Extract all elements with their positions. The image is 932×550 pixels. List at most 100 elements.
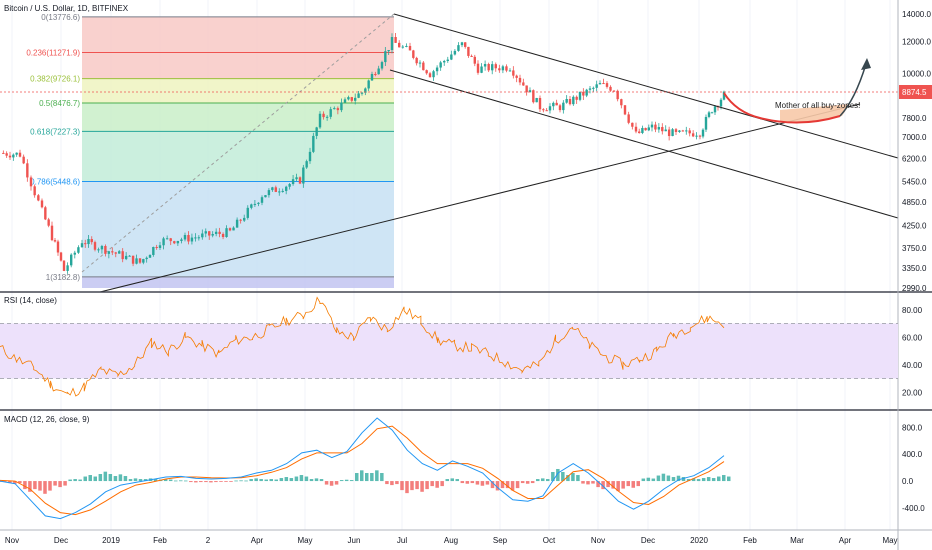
candle-body [661, 127, 664, 132]
macd-hist-bar [576, 475, 580, 482]
macd-hist-bar [83, 476, 87, 482]
candle-body [405, 45, 408, 47]
macd-hist-bar [309, 479, 314, 482]
candle-body [602, 83, 605, 85]
macd-hist-bar [520, 481, 525, 484]
candle-body [84, 243, 87, 245]
candle-body [260, 197, 264, 203]
macd-hist-bar [722, 475, 726, 482]
symbol-title: Bitcoin / U.S. Dollar, 1D, BITFINEX [4, 4, 129, 13]
long-support-line[interactable] [99, 103, 861, 293]
macd-hist-bar [274, 479, 278, 482]
candle-body [343, 99, 347, 103]
macd-hist-bar [541, 478, 545, 482]
macd-hist-bar [460, 481, 465, 484]
macd-hist-bar [239, 480, 243, 482]
rsi-title: RSI (14, close) [4, 296, 57, 305]
macd-hist-bar [108, 474, 113, 482]
fib-band-2 [82, 78, 394, 104]
candle-body [190, 237, 194, 242]
candle-body [374, 73, 377, 75]
macd-hist-bar [631, 481, 635, 488]
macd-hist-bar [380, 473, 384, 482]
annotation-text: Mother of all buy-zones! [775, 101, 860, 110]
candle-body [246, 207, 249, 218]
candle-body [243, 217, 246, 221]
channel-lower-line[interactable] [389, 69, 899, 219]
macd-hist-bar [123, 476, 128, 482]
macd-hist-bar [168, 479, 173, 482]
macd-hist-bar [385, 481, 389, 485]
candle-body [281, 190, 284, 192]
candle-body [145, 257, 148, 260]
macd-hist-bar [430, 481, 434, 487]
candle-body [535, 97, 538, 103]
candle-body [412, 50, 415, 58]
rsi-pane[interactable] [0, 296, 898, 397]
candle-body [582, 91, 585, 96]
fib-band-3 [82, 103, 394, 132]
projection-arrow-line[interactable] [839, 63, 867, 117]
candle-body [522, 82, 525, 86]
candle-body [408, 45, 412, 51]
macd-hist-bar [536, 479, 540, 482]
macd-hist-bar [616, 481, 620, 492]
macd-hist-bar [410, 481, 414, 491]
candle-body [291, 179, 295, 185]
macd-title: MACD (12, 26, close, 9) [4, 415, 90, 424]
candle-body [253, 203, 257, 205]
candle-body [12, 154, 15, 158]
fib-trend-line[interactable] [81, 13, 395, 273]
channel-upper-line[interactable] [393, 13, 899, 159]
macd-hist-bar [279, 478, 284, 482]
macd-hist-bar [344, 479, 349, 482]
fib-label-1: 0.236(11271.9) [26, 48, 80, 57]
price-tick-8: 4850.0 [902, 198, 927, 207]
candle-body [548, 106, 552, 111]
candle-body [558, 105, 562, 111]
candle-body [631, 122, 634, 127]
candle-body [428, 73, 432, 78]
projection-curve[interactable] [723, 92, 841, 124]
fib-band-4 [82, 131, 394, 182]
candle-body [211, 234, 214, 236]
macd-hist-bar [425, 481, 429, 490]
candle-body [350, 97, 353, 101]
candle-body [87, 239, 90, 245]
candle-body [498, 68, 501, 71]
candle-body [194, 237, 197, 239]
candle-body [572, 96, 575, 105]
macd-pane[interactable] [0, 417, 731, 520]
macd-hist-bar [179, 480, 183, 482]
macd-hist-bar [189, 481, 193, 483]
macd-hist-bar [495, 481, 500, 491]
macd-hist-bar [224, 481, 228, 482]
candle-body [162, 238, 165, 246]
candle-body [518, 77, 522, 83]
macd-hist-bar [319, 479, 324, 482]
macd-hist-bar [118, 474, 123, 482]
buy-zone-box[interactable] [780, 104, 850, 123]
candle-body [512, 70, 515, 76]
candle-body [97, 249, 100, 251]
candle-body [2, 152, 5, 154]
candle-body [681, 130, 685, 132]
candle-body [131, 255, 135, 264]
candle-body [418, 62, 422, 64]
macd-hist-bar [475, 481, 480, 485]
macd-hist-bar [349, 480, 354, 482]
candle-body [578, 91, 582, 100]
candle-body [401, 46, 404, 48]
candle-body [295, 177, 298, 180]
candle-body [525, 85, 528, 93]
candle-body [278, 191, 281, 193]
candle-body [647, 127, 650, 131]
price-axis[interactable]: 14000.0 12000.0 10000.0 7800.0 7000.0 6200.0 5… [902, 10, 931, 513]
candle-body [538, 97, 542, 110]
macd-hist-bar [329, 481, 334, 486]
candle-body [235, 219, 239, 228]
candle-body [322, 113, 325, 118]
candle-body [698, 135, 702, 137]
time-axis[interactable]: Nov Dec 2019 Feb 2 Apr May Jun Jul Aug Sep Oct Nov De… [5, 536, 898, 545]
